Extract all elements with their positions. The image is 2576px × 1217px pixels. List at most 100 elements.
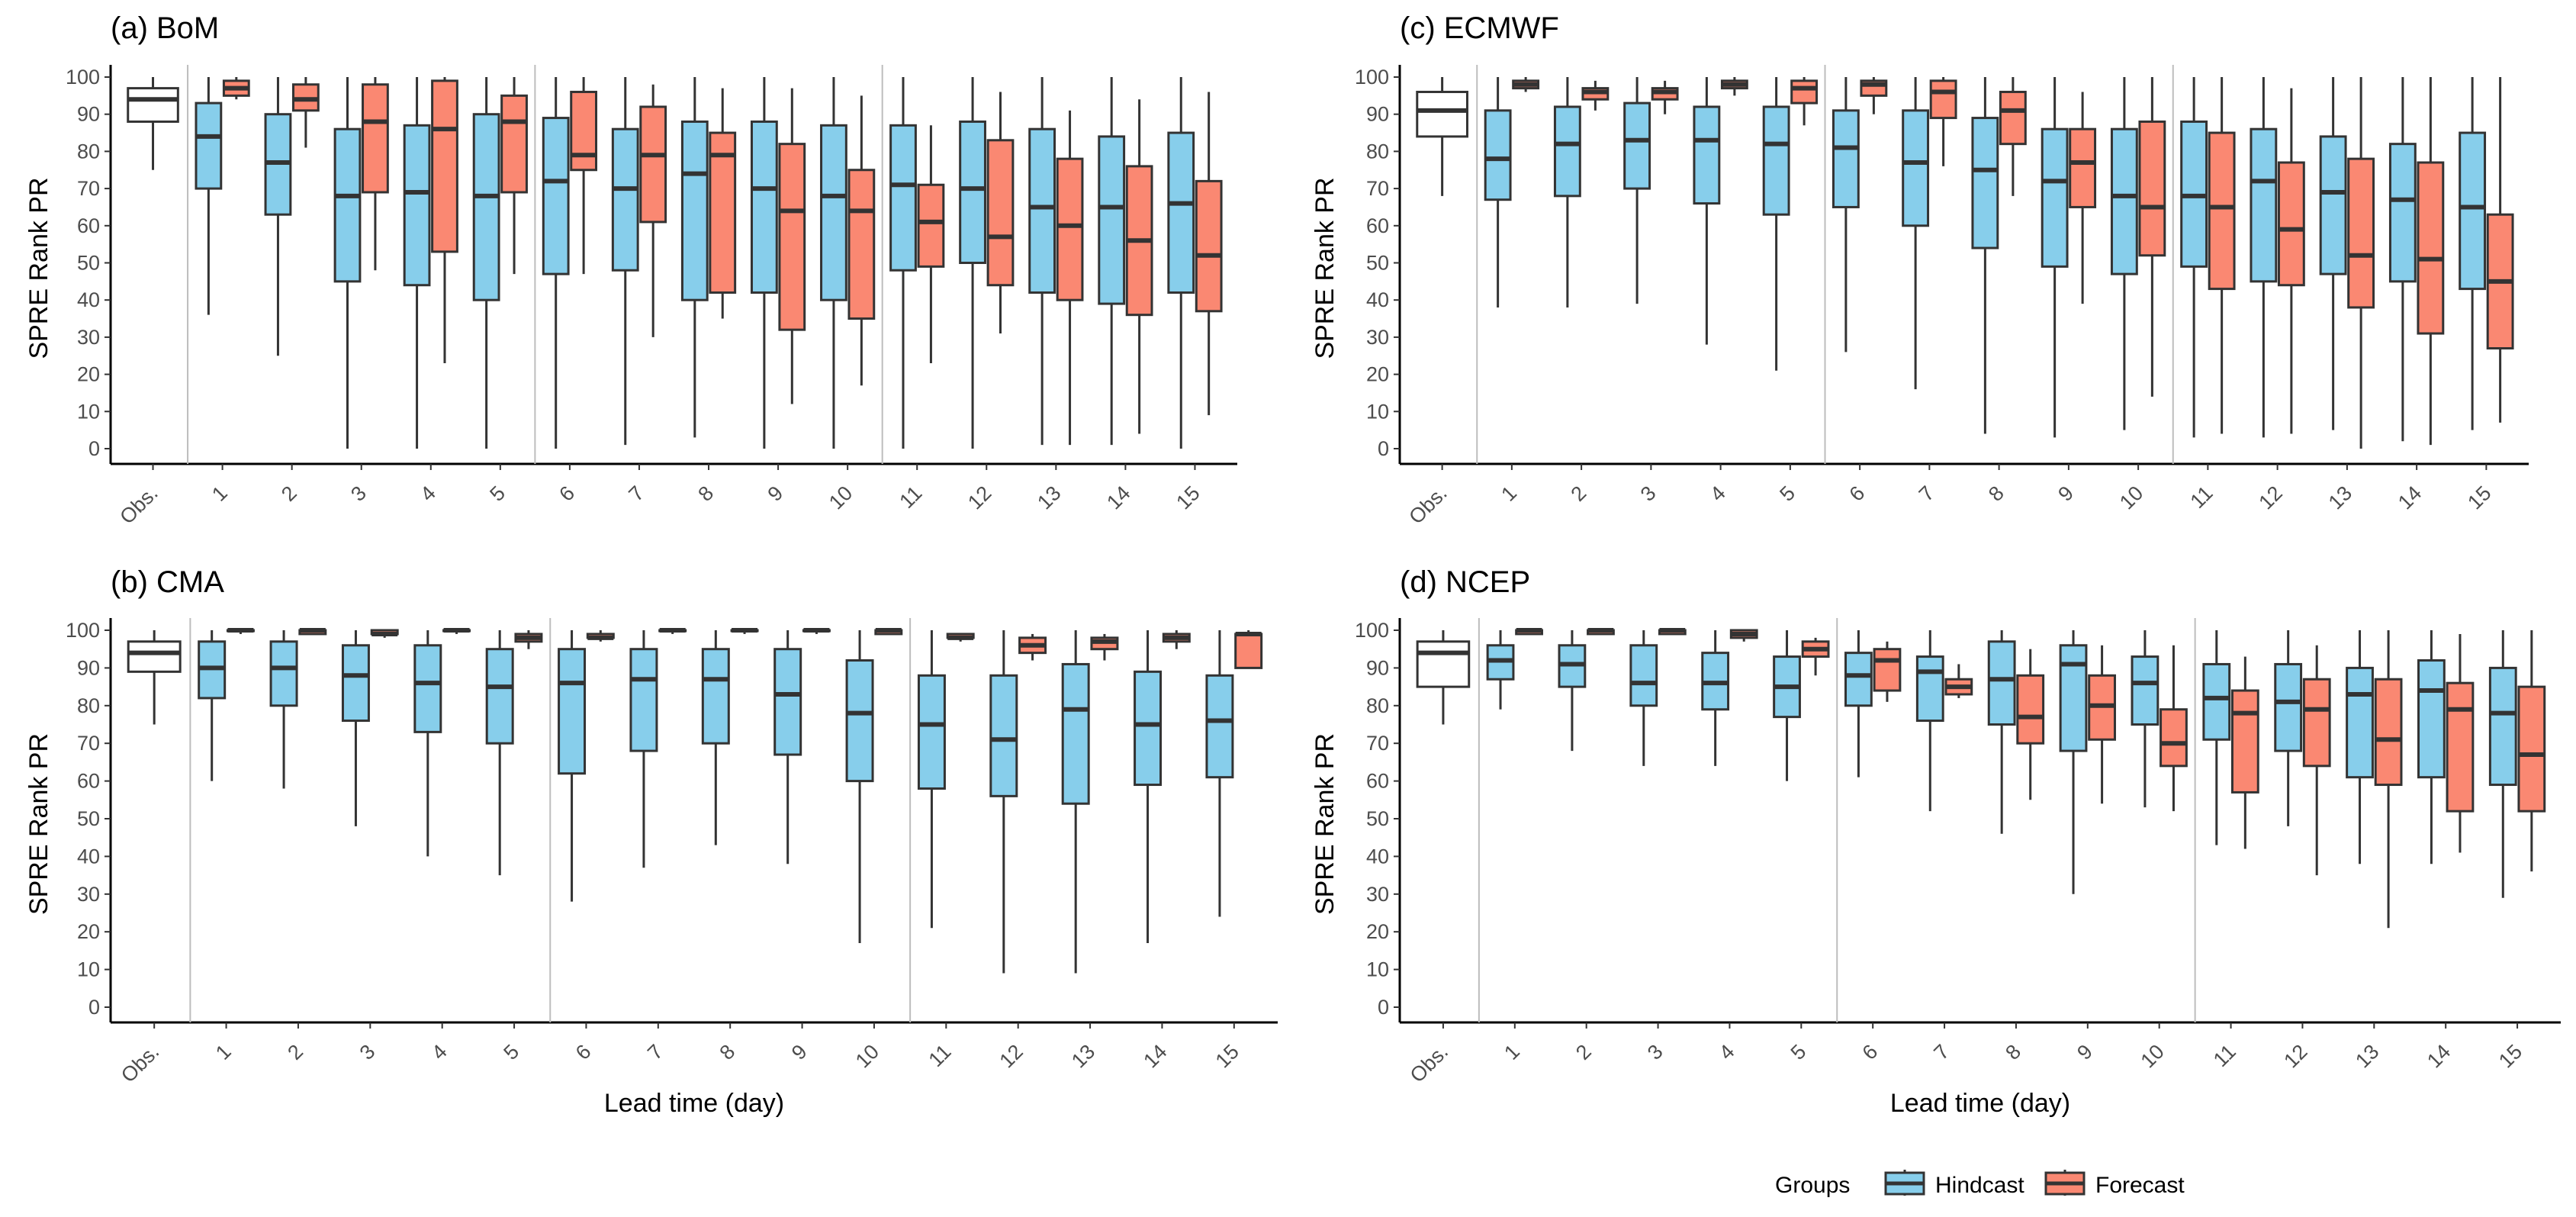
y-tick-label: 50 [77, 252, 100, 275]
box-iqr [195, 101, 223, 190]
forecast-box-day-9 [802, 628, 831, 634]
x-tick-label: 11 [925, 1040, 956, 1071]
forecast-box-day-2 [1581, 80, 1610, 111]
hindcast-box-day-12 [959, 77, 986, 449]
box-iqr [1098, 135, 1126, 305]
forecast-box-day-12 [2302, 645, 2331, 876]
hindcast-box-day-11 [917, 630, 946, 929]
hindcast-box-day-10 [2131, 630, 2160, 808]
x-tick-label: 2 [277, 481, 301, 506]
box-iqr [333, 127, 362, 283]
hindcast-box-day-9 [2041, 77, 2069, 438]
x-tick-label: 7 [643, 1040, 667, 1064]
y-tick-label: 40 [1366, 845, 1389, 868]
hindcast-box-day-8 [701, 630, 730, 845]
y-tick-label: 90 [1366, 103, 1389, 126]
y-tick-label: 70 [77, 732, 100, 755]
hindcast-box-day-3 [341, 630, 370, 826]
hindcast-box-day-11 [889, 77, 917, 449]
x-tick-label: 12 [963, 481, 995, 514]
hindcast-box-day-5 [1762, 77, 1790, 371]
obs-box [1416, 630, 1471, 725]
box-iqr [1832, 109, 1860, 208]
box-iqr [2131, 655, 2160, 726]
hindcast-box-day-7 [1915, 630, 1944, 812]
y-tick-label: 20 [77, 920, 100, 943]
hindcast-box-day-7 [1902, 77, 1930, 390]
x-tick-label: 8 [693, 481, 718, 506]
x-axis-label: Lead time (day) [1890, 1089, 2070, 1118]
y-tick-label: 100 [1355, 619, 1389, 642]
box-iqr [2059, 644, 2088, 752]
panel-title: (b) CMA [111, 565, 224, 599]
hindcast-box-day-10 [820, 77, 847, 449]
box-iqr [558, 648, 587, 775]
forecast-box-day-8 [730, 628, 759, 634]
hindcast-box-day-15 [1205, 630, 1234, 917]
x-tick-label: 9 [763, 481, 787, 506]
hindcast-box-day-4 [1701, 630, 1730, 766]
x-tick-label: 13 [2324, 481, 2356, 514]
box-iqr [889, 124, 917, 272]
x-tick-label: 8 [2001, 1040, 2025, 1064]
x-tick-label: 12 [995, 1040, 1027, 1072]
box-iqr [413, 644, 442, 733]
hindcast-box-day-2 [269, 630, 298, 789]
forecast-box-day-12 [1018, 633, 1047, 661]
forecast-box-day-12 [2277, 88, 2305, 434]
box-iqr [472, 113, 500, 301]
box-iqr [2417, 161, 2445, 335]
x-tick-label: 4 [416, 481, 440, 506]
forecast-box-day-9 [2069, 92, 2097, 304]
y-tick-label: 50 [1366, 807, 1389, 830]
hindcast-box-day-12 [2274, 630, 2303, 826]
hindcast-box-day-13 [2346, 630, 2374, 864]
forecast-box-day-6 [1860, 77, 1888, 114]
y-tick-label: 60 [77, 214, 100, 237]
box-iqr [2208, 131, 2236, 291]
x-tick-label: 5 [499, 1040, 523, 1064]
box-iqr [362, 83, 389, 194]
x-tick-label: Obs. [1404, 481, 1452, 529]
y-tick-label: 90 [1366, 656, 1389, 679]
box-iqr [1205, 674, 1234, 779]
hindcast-box-day-12 [989, 630, 1018, 974]
panel-4: (d) NCEP SPRE Rank PR 0 10 20 30 40 50 60 70 80 90 1… [1311, 565, 2561, 1118]
box-iqr [127, 640, 182, 673]
box-iqr [1987, 640, 2016, 726]
box-iqr [1061, 662, 1090, 805]
forecast-box-day-5 [514, 630, 543, 649]
forecast-box-day-14 [2446, 633, 2475, 853]
x-tick-label: 2 [1571, 1040, 1596, 1064]
legend: Groups Hindcast Forecast [1775, 1170, 2185, 1198]
box-iqr [127, 87, 179, 123]
forecast-box-day-11 [946, 633, 975, 642]
forecast-box-day-4 [1720, 77, 1748, 96]
x-tick-label: Obs. [115, 481, 162, 529]
hindcast-box-day-5 [472, 77, 500, 449]
hindcast-box-day-1 [1486, 630, 1515, 710]
x-tick-label: 9 [787, 1040, 812, 1064]
forecast-box-day-14 [1162, 630, 1191, 649]
box-iqr [2446, 681, 2475, 813]
x-tick-label: 8 [716, 1040, 740, 1064]
forecast-box-day-13 [1056, 110, 1084, 446]
x-tick-label: 12 [2279, 1040, 2311, 1072]
y-tick-label: 90 [77, 656, 100, 679]
forecast-box-day-13 [2374, 630, 2403, 929]
y-tick-label: 40 [77, 288, 100, 311]
x-tick-label: 7 [1915, 481, 1939, 506]
y-tick-label: 10 [1366, 958, 1389, 981]
forecast-box-day-12 [986, 92, 1015, 334]
y-tick-label: 100 [1355, 66, 1389, 89]
legend-label-forecast: Forecast [2095, 1173, 2185, 1198]
forecast-box-day-6 [586, 630, 615, 642]
hindcast-box-day-14 [1098, 77, 1126, 446]
x-tick-label: 11 [895, 481, 926, 513]
forecast-box-day-6 [1873, 641, 1902, 702]
x-axis-label: Lead time (day) [604, 1089, 784, 1118]
box-iqr [709, 131, 737, 294]
box-iqr [341, 644, 370, 723]
x-tick-label: 7 [624, 481, 648, 506]
y-tick-label: 60 [1366, 214, 1389, 237]
